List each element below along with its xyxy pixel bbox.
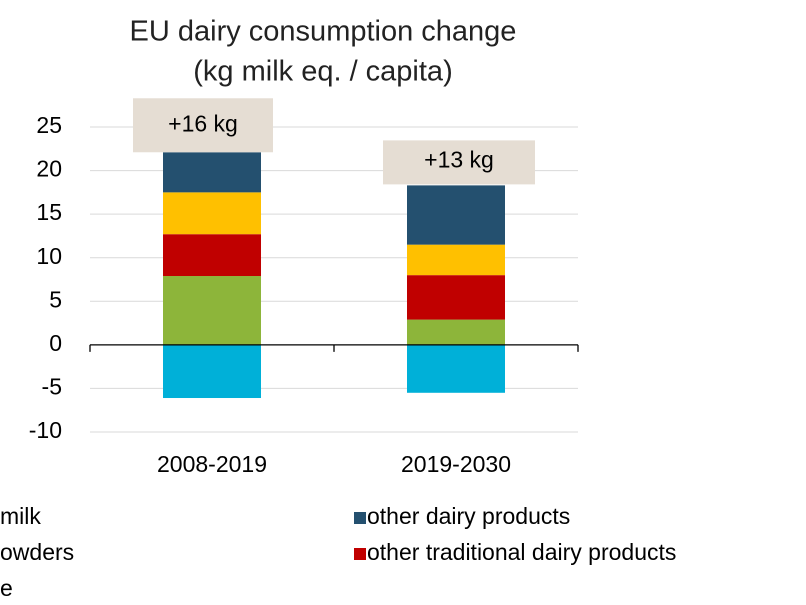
legend-swatch — [354, 548, 366, 560]
legend-label: owders — [0, 539, 74, 565]
bar-segment — [163, 276, 261, 345]
y-tick-label: 10 — [36, 243, 62, 269]
bar-segment — [407, 185, 505, 245]
y-tick-label: -5 — [42, 374, 62, 400]
legend-label: other dairy products — [367, 503, 570, 529]
legend-label: milk — [0, 503, 41, 529]
annotation: +13 kg — [424, 146, 494, 172]
bar-segment — [407, 244, 505, 276]
annotation-box — [383, 140, 535, 185]
y-tick-label: 15 — [36, 199, 62, 225]
y-tick-label: 0 — [49, 330, 62, 356]
y-tick-label: 25 — [36, 112, 62, 138]
y-tick-label: 20 — [36, 156, 62, 182]
bar-segment — [407, 275, 505, 320]
bar-segment — [163, 344, 261, 399]
y-tick-label: 5 — [49, 286, 62, 312]
x-tick-label: 2008-2019 — [157, 451, 267, 477]
legend-label: e — [0, 575, 13, 601]
bar-segment — [163, 192, 261, 235]
bar-segment — [163, 152, 261, 193]
x-tick-label: 2019-2030 — [401, 451, 511, 477]
legend-swatch — [354, 512, 366, 524]
annotation: +16 kg — [168, 110, 238, 136]
chart-title: EU dairy consumption change — [130, 16, 517, 48]
bar-segment — [407, 344, 505, 393]
bar-segment — [407, 319, 505, 345]
annotation-box — [133, 98, 273, 153]
legend-label: other traditional dairy products — [367, 539, 676, 565]
bar-segment — [163, 234, 261, 277]
chart-subtitle: (kg milk eq. / capita) — [193, 56, 452, 88]
y-tick-label: -10 — [29, 417, 62, 443]
